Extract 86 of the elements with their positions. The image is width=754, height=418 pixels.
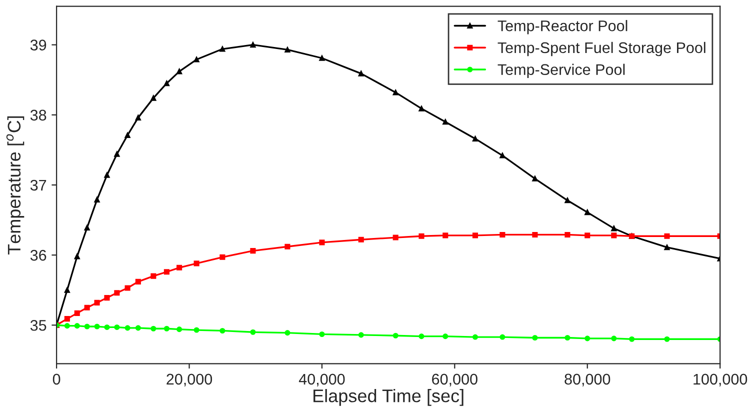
point <box>124 285 130 291</box>
point <box>104 324 110 330</box>
point <box>611 232 617 238</box>
point <box>418 334 424 340</box>
x-tick-label: 100,000 <box>694 374 748 386</box>
point <box>135 114 141 120</box>
point <box>64 316 70 322</box>
point <box>124 132 130 138</box>
legend-label: Temp-Service Pool <box>498 64 625 78</box>
point <box>84 324 90 330</box>
point <box>472 232 478 238</box>
y-tick-label: 35 <box>30 320 46 331</box>
point <box>664 233 670 239</box>
point <box>532 334 538 341</box>
y-tick-label: 39 <box>30 40 46 50</box>
point <box>629 336 635 342</box>
point <box>442 232 448 238</box>
point <box>500 334 506 340</box>
point <box>284 46 290 52</box>
point <box>114 324 120 330</box>
x-tick-label: 40,000 <box>298 374 345 386</box>
point <box>104 172 110 178</box>
point <box>418 106 424 112</box>
point <box>150 326 156 332</box>
point <box>250 248 256 254</box>
y-tick-label: 37 <box>30 180 46 191</box>
point <box>319 240 325 246</box>
point <box>150 273 156 279</box>
point <box>194 260 200 266</box>
point <box>94 196 100 202</box>
x-tick-label: 80,000 <box>564 374 610 386</box>
y-tick-label: 36 <box>30 250 46 261</box>
point <box>194 327 200 333</box>
point <box>392 332 398 338</box>
point <box>114 151 120 157</box>
point <box>472 136 478 142</box>
legend-label: Temp-Reactor Pool <box>498 20 628 34</box>
point <box>74 310 80 316</box>
point <box>135 278 141 284</box>
point <box>94 300 100 306</box>
point <box>584 232 590 238</box>
x-tick-label: 60,000 <box>432 374 478 386</box>
point <box>532 176 538 182</box>
point <box>284 330 290 336</box>
point <box>64 323 70 329</box>
point <box>164 326 170 332</box>
point <box>220 254 226 260</box>
point <box>94 324 100 330</box>
point <box>442 334 448 340</box>
y-tick-label: 38 <box>30 110 46 121</box>
point <box>64 287 70 293</box>
point <box>584 336 590 342</box>
point <box>176 326 182 332</box>
point <box>358 236 364 242</box>
point <box>135 325 141 331</box>
point <box>284 244 290 250</box>
point <box>358 332 364 338</box>
point <box>164 269 170 275</box>
point <box>150 95 156 101</box>
point <box>564 334 570 341</box>
point <box>84 304 90 310</box>
point <box>250 329 256 335</box>
point <box>124 325 130 331</box>
x-tick-label: 20,000 <box>166 374 212 386</box>
point <box>472 334 478 340</box>
point <box>500 232 506 238</box>
point <box>176 264 182 270</box>
x-tick-label: 0 <box>52 374 60 385</box>
point <box>220 328 226 334</box>
point <box>532 232 538 238</box>
point <box>114 290 120 296</box>
y-axis-title: Temperature [$^{o}$C] <box>6 116 24 255</box>
point <box>392 234 398 240</box>
line-series <box>56 322 720 342</box>
point <box>611 336 617 342</box>
point <box>74 323 80 329</box>
point <box>564 232 570 238</box>
point <box>84 224 90 230</box>
point <box>664 336 670 342</box>
point <box>319 55 325 61</box>
point <box>104 295 110 301</box>
point <box>418 233 424 239</box>
point <box>358 70 364 76</box>
legend-label: Temp-Spent Fuel Storage Pool <box>498 42 706 56</box>
point <box>319 331 325 338</box>
x-axis-title: Elapsed Time [sec] <box>314 389 464 406</box>
